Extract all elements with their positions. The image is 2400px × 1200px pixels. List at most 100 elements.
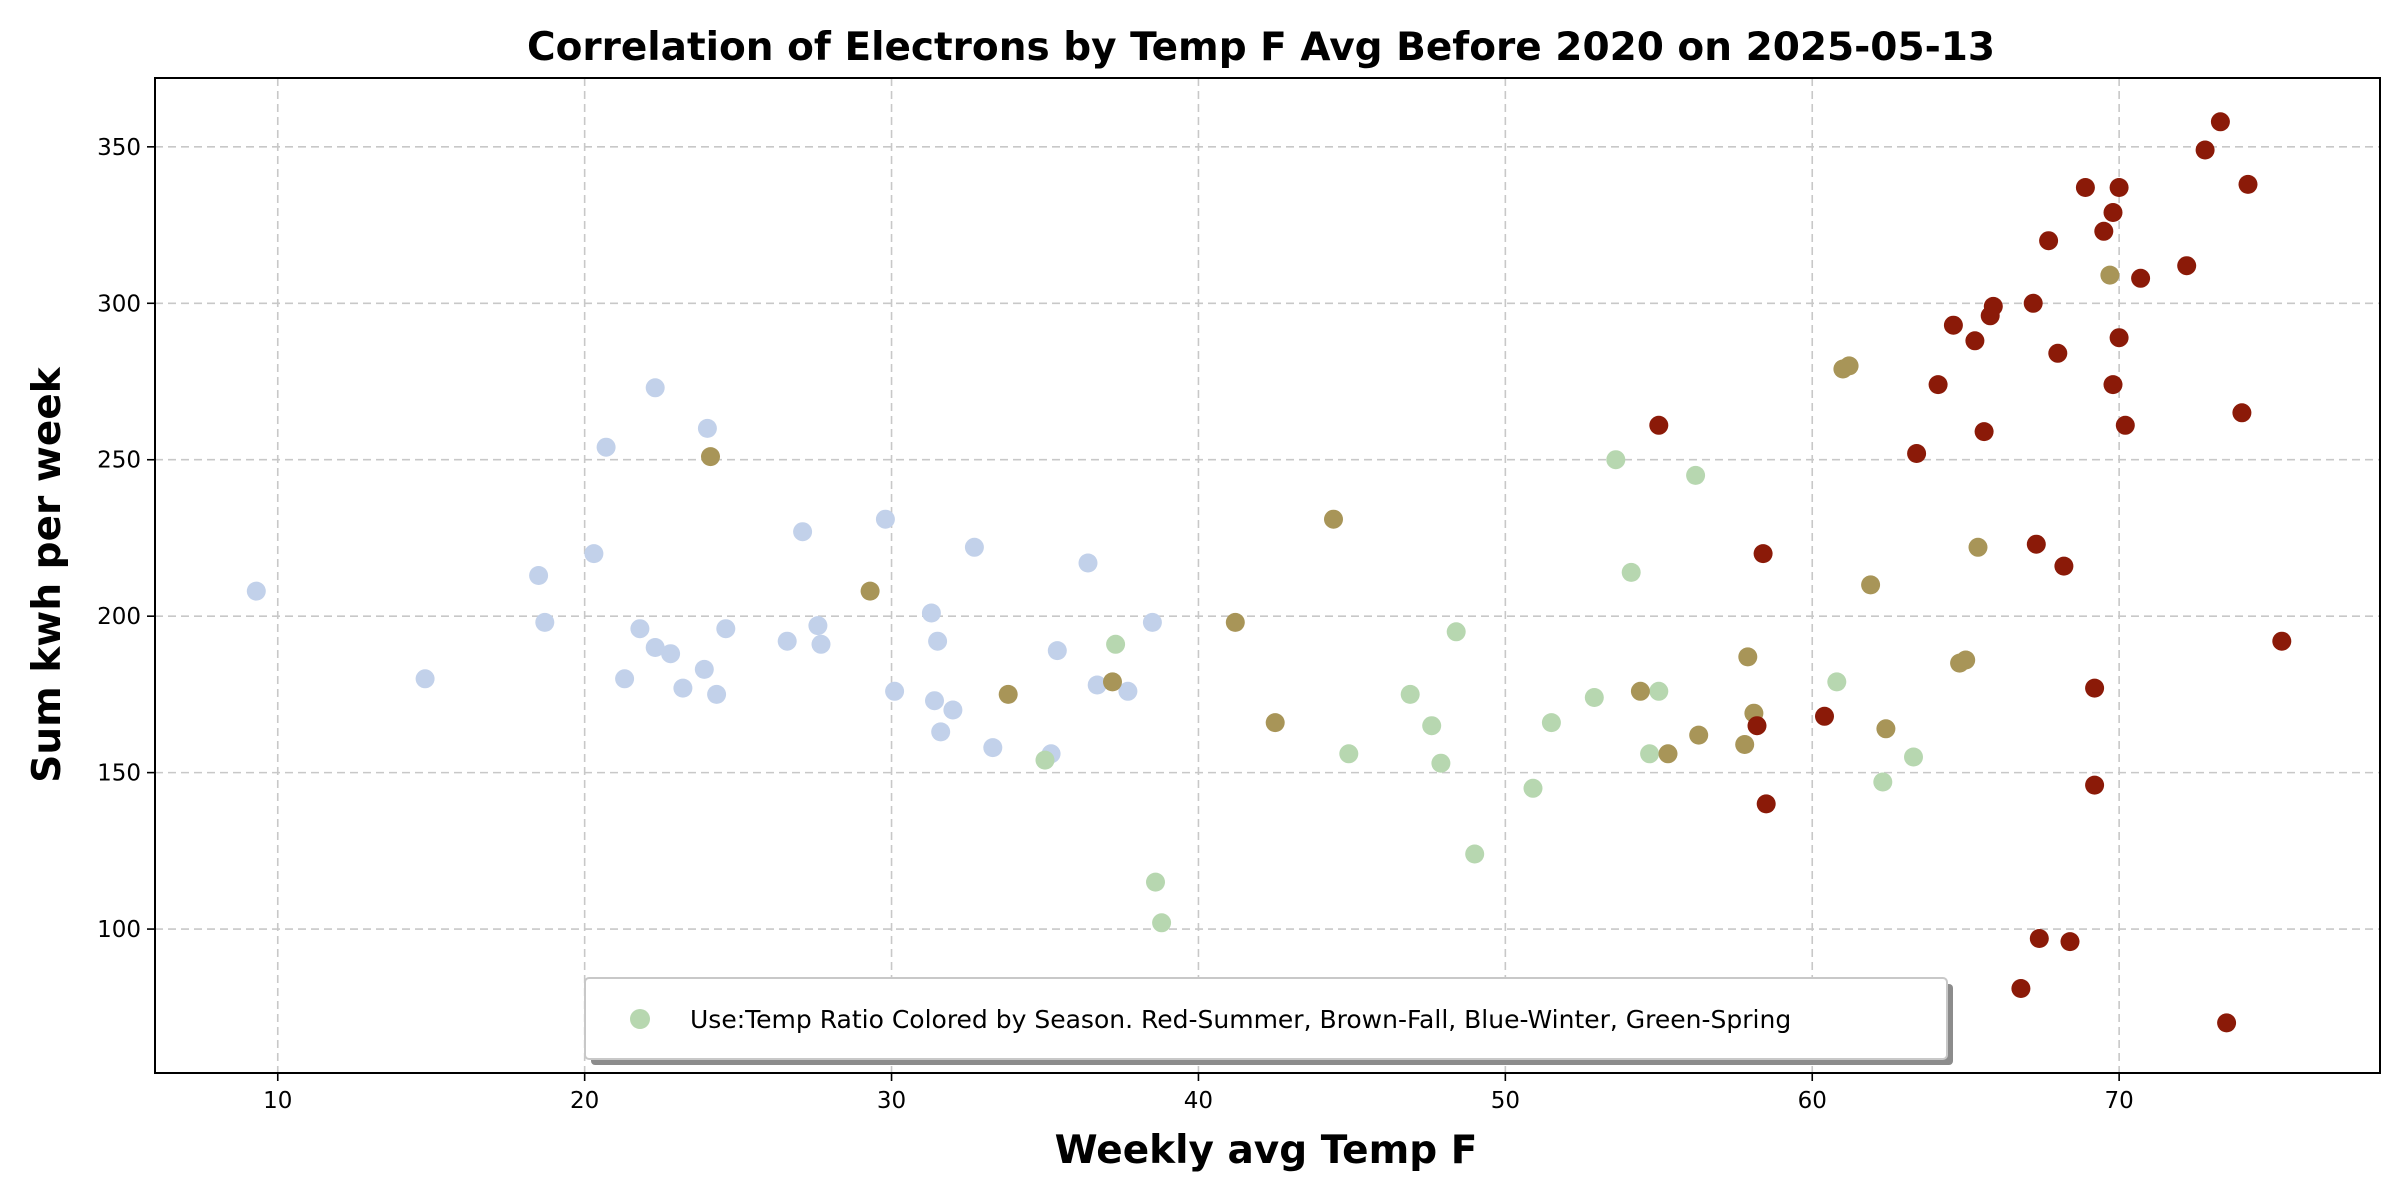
data-point-winter: [716, 619, 736, 639]
data-point-spring: [1904, 747, 1923, 767]
data-point-winter: [931, 722, 951, 742]
data-points: [246, 112, 2292, 1033]
legend: Use:Temp Ratio Colored by Season. Red-Su…: [584, 977, 1953, 1065]
data-point-winter: [793, 522, 813, 542]
data-point-winter: [645, 378, 665, 398]
data-point-summer: [1943, 315, 1963, 335]
y-tick-label: 100: [97, 917, 141, 943]
x-axis-ticks: 10 20 30 40 50 60 70: [263, 1073, 2134, 1114]
data-point-summer: [2060, 932, 2080, 952]
data-point-spring: [1606, 450, 1626, 470]
data-point-winter: [707, 684, 727, 704]
data-point-fall: [1839, 356, 1859, 376]
data-point-summer: [1649, 415, 1669, 435]
data-point-summer: [2085, 678, 2105, 698]
y-tick-label: 350: [97, 135, 141, 161]
data-point-spring: [1640, 744, 1660, 764]
legend-box: [584, 977, 1948, 1060]
data-point-fall: [1225, 612, 1245, 632]
data-point-summer: [2023, 293, 2043, 313]
data-point-winter: [415, 669, 435, 689]
data-point-winter: [925, 691, 944, 711]
y-tick-label: 150: [97, 761, 141, 787]
data-point-summer: [2103, 203, 2123, 222]
data-point-fall: [860, 581, 880, 601]
data-point-winter: [921, 603, 941, 623]
data-point-spring: [1523, 778, 1543, 798]
data-point-spring: [1152, 913, 1172, 933]
data-point-spring: [1339, 744, 1359, 764]
data-point-fall: [1956, 650, 1976, 670]
x-tick-label: 50: [1491, 1088, 1520, 1114]
data-point-spring: [1431, 753, 1451, 773]
data-point-summer: [2011, 979, 2031, 998]
data-point-winter: [1087, 675, 1107, 695]
data-point-summer: [2048, 343, 2068, 363]
data-point-summer: [1965, 331, 1985, 351]
data-point-summer: [2177, 256, 2197, 276]
data-point-spring: [1541, 713, 1561, 733]
data-point-summer: [2103, 375, 2123, 395]
data-point-spring: [1106, 634, 1126, 654]
data-point-winter: [645, 638, 665, 657]
data-point-summer: [2195, 140, 2215, 160]
data-point-spring: [1621, 562, 1641, 582]
data-point-spring: [1686, 465, 1706, 485]
data-point-summer: [1756, 794, 1776, 814]
data-point-summer: [1907, 444, 1927, 463]
x-tick-label: 20: [570, 1088, 599, 1114]
legend-entry: Use:Temp Ratio Colored by Season. Red-Su…: [690, 1005, 1791, 1034]
data-point-summer: [2232, 403, 2252, 423]
data-point-summer: [2075, 178, 2095, 197]
data-point-summer: [1815, 706, 1834, 726]
data-point-winter: [1078, 553, 1098, 573]
data-point-spring: [1873, 772, 1893, 792]
data-point-winter: [983, 738, 1003, 758]
data-point-summer: [2217, 1013, 2237, 1033]
data-point-fall: [1265, 713, 1285, 733]
data-point-summer: [2029, 929, 2049, 948]
data-point-summer: [1747, 716, 1767, 736]
data-point-winter: [808, 616, 828, 636]
data-point-winter: [928, 631, 948, 651]
y-tick-label: 200: [97, 604, 141, 630]
data-point-spring: [1584, 688, 1604, 707]
data-point-summer: [2054, 556, 2074, 576]
data-point-winter: [694, 659, 714, 679]
data-point-summer: [2210, 112, 2230, 132]
data-point-summer: [2094, 221, 2114, 241]
data-point-winter: [875, 509, 895, 529]
data-point-fall: [1861, 575, 1881, 595]
data-point-fall: [1630, 681, 1650, 701]
x-tick-label: 70: [2104, 1088, 2133, 1114]
data-point-spring: [1146, 872, 1165, 892]
data-point-spring: [1649, 681, 1669, 701]
data-point-fall: [1968, 537, 1988, 557]
data-point-summer: [2238, 174, 2258, 194]
data-point-fall: [1876, 719, 1896, 739]
x-tick-label: 30: [877, 1088, 906, 1114]
data-point-winter: [673, 678, 693, 698]
data-point-summer: [1753, 544, 1773, 564]
data-point-winter: [1142, 612, 1162, 632]
data-point-fall: [1735, 735, 1755, 754]
data-point-fall: [1689, 725, 1709, 745]
data-point-spring: [1400, 684, 1420, 704]
data-point-spring: [1465, 844, 1485, 864]
x-axis-label: Weekly avg Temp F: [1055, 1128, 1478, 1173]
data-point-summer: [1928, 375, 1948, 395]
data-point-summer: [2109, 178, 2129, 197]
data-point-winter: [661, 644, 681, 664]
data-point-fall: [1738, 647, 1758, 667]
x-tick-label: 40: [1184, 1088, 1213, 1114]
grid-lines: [155, 78, 2380, 1073]
data-point-winter: [943, 700, 963, 720]
data-point-summer: [2039, 231, 2059, 251]
data-point-summer: [2272, 631, 2292, 651]
data-point-winter: [246, 581, 266, 601]
legend-marker: [630, 1009, 650, 1029]
data-point-winter: [697, 418, 717, 438]
data-point-winter: [535, 612, 555, 632]
data-point-fall: [2100, 265, 2120, 285]
